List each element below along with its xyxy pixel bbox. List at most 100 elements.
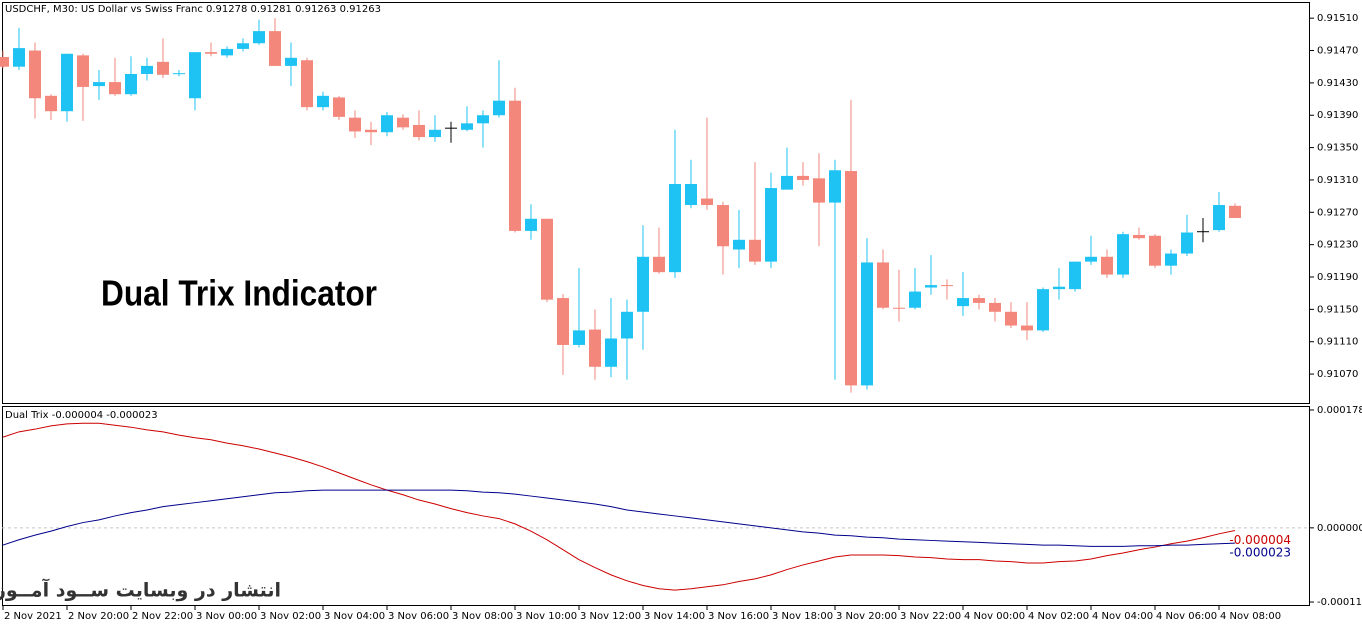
candle-body (77, 55, 89, 87)
candle-body (1005, 311, 1017, 326)
x-tick-label: 2 Nov 2021 (4, 611, 62, 622)
candle-body (237, 43, 249, 49)
candle-body (1085, 256, 1097, 262)
candle-body (381, 115, 393, 133)
candle-body (541, 218, 553, 300)
x-tick-label: 3 Nov 20:00 (836, 611, 897, 622)
x-tick-label: 3 Nov 18:00 (772, 611, 833, 622)
y-tick-label: 0.91430 (1317, 78, 1358, 89)
candle-body (285, 57, 297, 66)
candle-body (669, 183, 681, 273)
watermark: انتشار در وبسایت ســود آمــوز (0, 578, 281, 602)
x-tick-label: 3 Nov 10:00 (516, 611, 577, 622)
annotation: Dual Trix Indicator (101, 273, 377, 314)
last-value-label: -0.000004 (1229, 533, 1291, 547)
candle-body (61, 53, 73, 112)
y-tick-label: 0.91230 (1317, 240, 1358, 251)
indicator-panel (2, 406, 1310, 606)
candle-body (45, 95, 57, 112)
candle-body (685, 183, 697, 206)
x-tick-label: 2 Nov 22:00 (132, 611, 193, 622)
candle-body (749, 239, 761, 262)
candle-body (253, 31, 265, 44)
candle-body (957, 298, 969, 307)
candle-body (925, 285, 937, 288)
y-tick-label: 0.91510 (1317, 13, 1358, 24)
y-tick-label: 0.91110 (1317, 337, 1358, 348)
x-tick-label: 3 Nov 02:00 (260, 611, 321, 622)
x-tick-label: 3 Nov 22:00 (900, 611, 961, 622)
candle-body (109, 82, 121, 95)
y-tick-label: 0.91390 (1317, 110, 1358, 121)
candle-body (989, 302, 1001, 312)
candle-body (637, 256, 649, 312)
candle-body (813, 178, 825, 203)
candle-body (1021, 325, 1033, 331)
candle-body (125, 73, 137, 95)
candle-body (189, 52, 201, 99)
indicator-line (2, 422, 1236, 591)
y-tick-label: 0.91470 (1317, 46, 1358, 57)
candle-body (589, 329, 601, 367)
candle-body (413, 124, 425, 138)
candle-body (333, 97, 345, 117)
candle-body (525, 218, 537, 231)
candle-body (845, 171, 857, 386)
candle-body (93, 82, 105, 87)
y-tick-label: 0.000000 (1317, 523, 1362, 534)
y-tick-label: 0.91190 (1317, 272, 1358, 283)
last-value-label: -0.000023 (1229, 546, 1291, 560)
x-tick-label: 3 Nov 12:00 (580, 611, 641, 622)
candle-body (717, 205, 729, 247)
candle-body (765, 188, 777, 262)
x-tick-label: 4 Nov 04:00 (1092, 611, 1153, 622)
candle-body (1053, 286, 1065, 290)
x-tick-label: 3 Nov 04:00 (324, 611, 385, 622)
candle-body (1165, 253, 1177, 266)
candle-body (317, 95, 329, 108)
y-tick-label: 0.91350 (1317, 143, 1358, 154)
candle-body (733, 239, 745, 250)
indicator-line (2, 489, 1236, 547)
candle-body (701, 198, 713, 206)
candle-body (269, 31, 281, 66)
candle-body (829, 170, 841, 203)
x-tick-label: 4 Nov 00:00 (964, 611, 1025, 622)
y-tick-label: 0.91070 (1317, 369, 1358, 380)
candle-body (1149, 235, 1161, 266)
x-tick-label: 3 Nov 14:00 (644, 611, 705, 622)
candle-body (941, 285, 953, 287)
candle-body (893, 307, 905, 309)
x-tick-label: 4 Nov 02:00 (1028, 611, 1089, 622)
candle-body (477, 115, 489, 124)
candle-body (1069, 261, 1081, 290)
candle-body (349, 117, 361, 132)
candle-body (173, 73, 185, 75)
candle-body (557, 298, 569, 345)
candle-body (1181, 232, 1193, 254)
candle-body (29, 50, 41, 99)
x-tick-label: 3 Nov 16:00 (708, 611, 769, 622)
indicator-title: Dual Trix -0.000004 -0.000023 (5, 410, 158, 421)
candle-body (877, 262, 889, 308)
candle-body (205, 52, 217, 54)
y-tick-label: 0.000178 (1317, 405, 1362, 416)
chart-title: USDCHF, M30: US Dollar vs Swiss Franc 0.… (5, 4, 381, 15)
y-tick-label: 0.91150 (1317, 304, 1358, 315)
candle-body (861, 262, 873, 386)
candle-body (461, 123, 473, 130)
candle-body (621, 311, 633, 339)
x-tick-label: 4 Nov 06:00 (1156, 611, 1217, 622)
x-tick-label: 3 Nov 08:00 (452, 611, 513, 622)
candle-body (1117, 234, 1129, 275)
candle-body (157, 61, 169, 75)
candle-body (1101, 256, 1113, 275)
candle-body (301, 60, 313, 108)
candle-body (1037, 289, 1049, 331)
candle-body (781, 175, 793, 190)
x-tick-label: 2 Nov 20:00 (68, 611, 129, 622)
candle-body (0, 57, 9, 67)
candle-body (493, 100, 505, 116)
